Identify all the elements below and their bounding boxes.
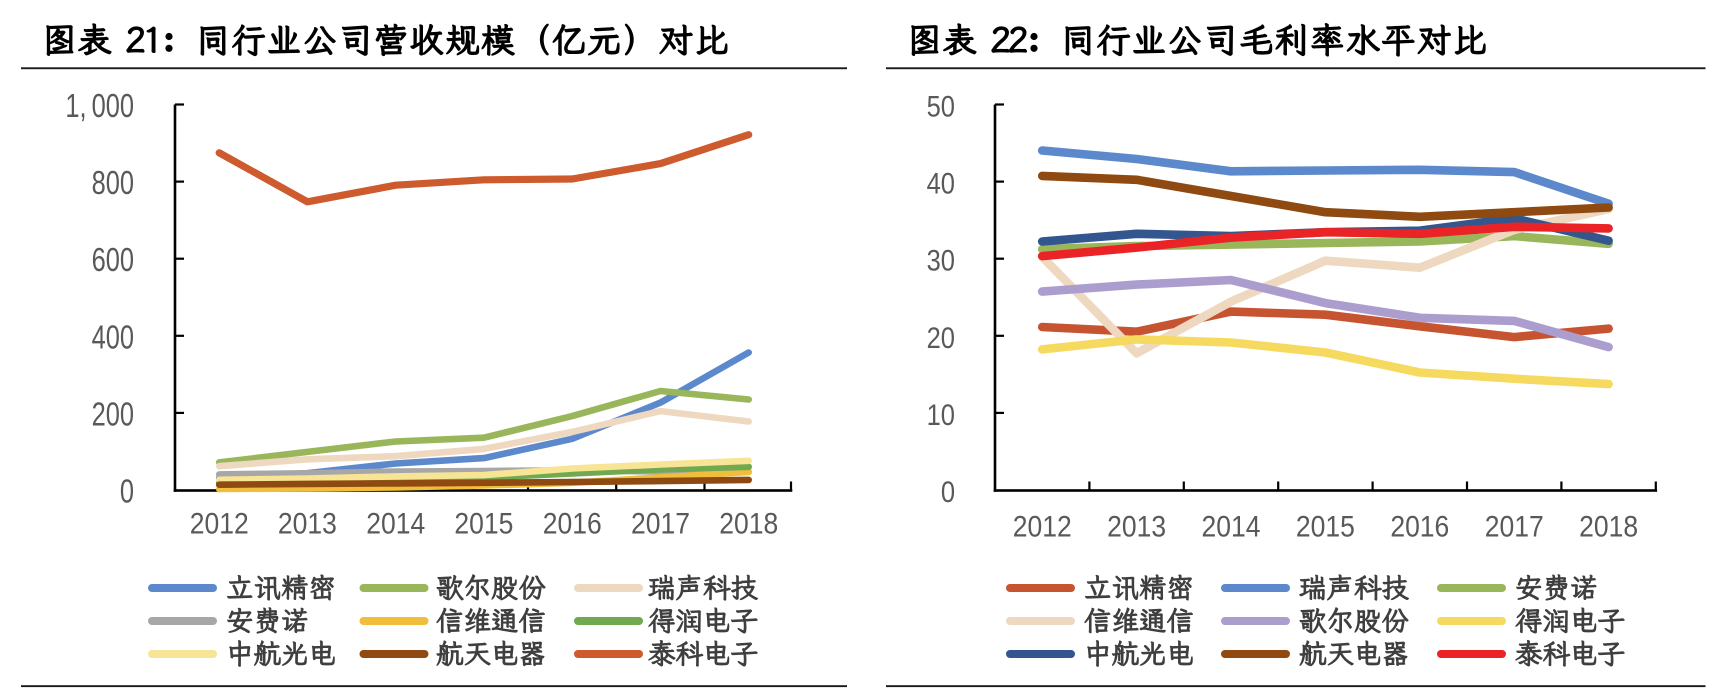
svg-text:30: 30 (927, 244, 955, 277)
svg-text:2018: 2018 (1579, 509, 1638, 543)
svg-text:2014: 2014 (1202, 509, 1261, 543)
svg-text:1, 000: 1, 000 (65, 88, 134, 125)
svg-text:20: 20 (927, 321, 955, 354)
svg-text:2012: 2012 (190, 506, 249, 540)
svg-text:2013: 2013 (278, 506, 337, 540)
svg-text:2014: 2014 (366, 506, 425, 540)
svg-text:40: 40 (927, 167, 955, 200)
svg-text:2016: 2016 (1390, 509, 1449, 543)
svg-text:600: 600 (92, 242, 134, 279)
svg-text:2017: 2017 (631, 506, 690, 540)
svg-text:2018: 2018 (719, 506, 778, 540)
svg-text:2015: 2015 (454, 506, 513, 540)
svg-text:2012: 2012 (1013, 509, 1072, 543)
svg-text:2013: 2013 (1107, 509, 1166, 543)
svg-text:2015: 2015 (1296, 509, 1355, 543)
svg-text:800: 800 (92, 165, 134, 202)
svg-text:2016: 2016 (543, 506, 602, 540)
svg-text:200: 200 (92, 396, 134, 433)
svg-text:50: 50 (927, 90, 955, 123)
svg-text:0: 0 (941, 475, 955, 508)
svg-text:400: 400 (92, 319, 134, 356)
svg-text:2017: 2017 (1485, 509, 1544, 543)
svg-text:10: 10 (927, 398, 955, 431)
svg-text:0: 0 (120, 473, 134, 510)
